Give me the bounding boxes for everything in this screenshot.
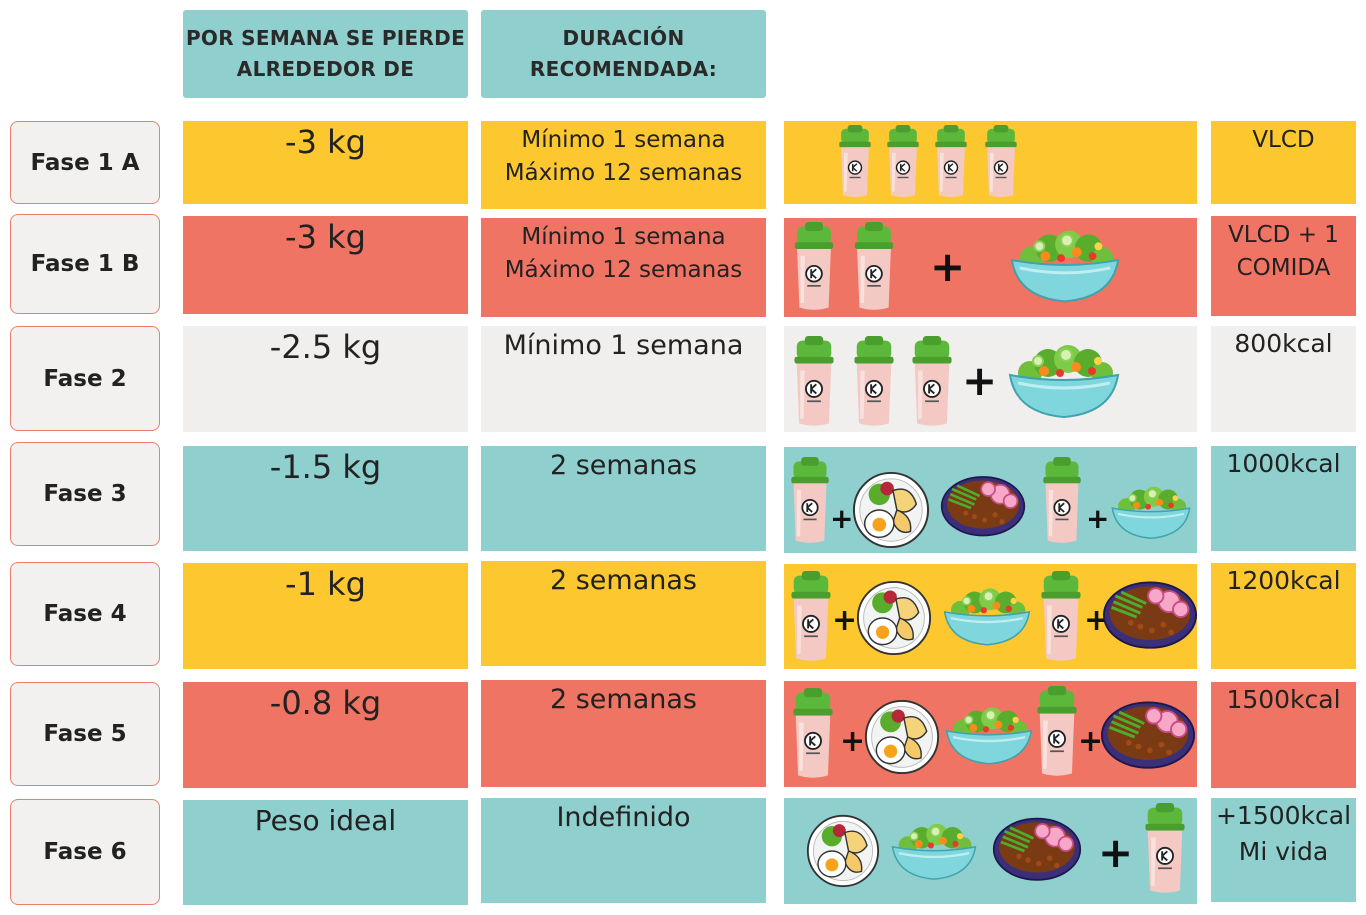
diet-line: VLCD <box>1252 127 1315 153</box>
weekly-loss-cell: -3 kg <box>183 216 468 314</box>
shake-icon <box>788 570 834 664</box>
diet-type-cell: 1000kcal <box>1211 446 1356 551</box>
duration-line: Mínimo 1 semana <box>521 127 726 153</box>
salad-bowl-icon <box>888 818 980 882</box>
diet-line: 1200kcal <box>1226 566 1341 595</box>
bean-bowl-icon <box>1100 699 1196 775</box>
diet-type-cell: VLCD <box>1211 121 1356 204</box>
phase-label: Fase 2 <box>10 326 160 431</box>
bean-bowl-icon <box>1102 580 1198 654</box>
weekly-loss-cell: -0.8 kg <box>183 682 468 788</box>
salad-bowl-icon <box>940 582 1034 648</box>
shake-icon <box>790 687 836 781</box>
weekly-loss-cell: -2.5 kg <box>183 326 468 432</box>
diet-icons-cell: + <box>784 798 1197 904</box>
shake-icon <box>1038 570 1084 664</box>
shake-icon <box>932 125 970 199</box>
header-loss-line-1: POR SEMANA SE PIERDE <box>185 26 466 50</box>
shake-icon <box>850 336 898 428</box>
diet-type-cell: +1500kcal Mi vida <box>1211 798 1356 902</box>
duration-line: Indefinido <box>556 802 691 833</box>
header-duration: DURACIÓN RECOMENDADA: <box>481 10 766 98</box>
duration-cell: Mínimo 1 semana <box>481 326 766 432</box>
diet-icons-cell: + <box>784 218 1197 317</box>
header-duration-line-2: RECOMENDADA: <box>529 57 718 81</box>
egg-plate-icon <box>806 814 880 888</box>
duration-cell: Mínimo 1 semana Máximo 12 semanas <box>481 121 766 209</box>
phase-label: Fase 4 <box>10 562 160 666</box>
plus-icon: + <box>832 603 858 638</box>
duration-cell: 2 semanas <box>481 446 766 551</box>
plus-icon: + <box>1078 724 1104 759</box>
plus-icon: + <box>840 724 866 759</box>
phase-label: Fase 6 <box>10 799 160 905</box>
shake-icon <box>850 222 898 312</box>
diet-line: Mi vida <box>1238 837 1329 866</box>
duration-line: 2 semanas <box>549 565 697 596</box>
salad-bowl-icon <box>942 701 1036 767</box>
weekly-loss-cell: Peso ideal <box>183 800 468 905</box>
duration-line: Mínimo 1 semana <box>503 330 744 361</box>
weekly-loss-cell: -1 kg <box>183 563 468 669</box>
egg-plate-icon <box>864 699 940 775</box>
duration-line: Mínimo 1 semana <box>521 224 726 250</box>
shake-icon <box>1034 685 1080 779</box>
shake-icon <box>1142 802 1188 896</box>
diet-line: 1500kcal <box>1226 685 1341 714</box>
salad-bowl-icon <box>1108 481 1194 541</box>
diet-icons-cell: + + <box>784 447 1197 553</box>
phase-label: Fase 1 B <box>10 214 160 314</box>
bean-bowl-icon <box>940 475 1026 541</box>
duration-line: Máximo 12 semanas <box>504 257 743 283</box>
duration-cell: 2 semanas <box>481 680 766 787</box>
diet-icons-cell <box>784 121 1197 204</box>
diet-icons-cell: + + <box>784 681 1197 787</box>
phase-label: Fase 5 <box>10 682 160 786</box>
duration-cell: 2 semanas <box>481 561 766 666</box>
shake-icon <box>788 455 832 547</box>
bean-bowl-icon <box>992 816 1082 886</box>
diet-icons-cell: + <box>784 326 1197 432</box>
shake-icon <box>982 125 1020 199</box>
duration-line: Máximo 12 semanas <box>504 160 743 186</box>
shake-icon <box>790 336 838 428</box>
plus-icon: + <box>1098 828 1134 877</box>
plus-icon: + <box>962 356 998 405</box>
egg-plate-icon <box>856 580 932 656</box>
plus-icon: + <box>930 242 966 291</box>
shake-icon <box>836 125 874 199</box>
diet-line: 1000kcal <box>1226 449 1341 478</box>
header-loss: POR SEMANA SE PIERDE ALREDEDOR DE <box>183 10 468 98</box>
weekly-loss-text: Peso ideal <box>254 804 397 837</box>
shake-icon <box>908 336 956 428</box>
diet-type-cell: 1200kcal <box>1211 563 1356 669</box>
duration-cell: Mínimo 1 semana Máximo 12 semanas <box>481 218 766 317</box>
salad-bowl-icon <box>1006 224 1124 304</box>
plus-icon: + <box>1086 502 1110 535</box>
phase-label: Fase 3 <box>10 442 160 546</box>
diet-type-cell: 1500kcal <box>1211 682 1356 788</box>
diet-line: VLCD + 1 <box>1228 222 1339 248</box>
diet-type-cell: 800kcal <box>1211 326 1356 432</box>
diet-line: 800kcal <box>1234 329 1333 358</box>
diet-line: +1500kcal <box>1215 801 1352 830</box>
diet-line: COMIDA <box>1236 255 1331 281</box>
shake-icon <box>1040 455 1084 547</box>
weekly-loss-cell: -1.5 kg <box>183 446 468 551</box>
weekly-loss-cell: -3 kg <box>183 121 468 204</box>
egg-plate-icon <box>852 471 930 549</box>
duration-line: 2 semanas <box>549 450 697 481</box>
shake-icon <box>790 222 838 312</box>
duration-line: 2 semanas <box>549 684 697 715</box>
phase-label: Fase 1 A <box>10 121 160 204</box>
duration-cell: Indefinido <box>481 798 766 903</box>
shake-icon <box>884 125 922 199</box>
diet-icons-cell: + + <box>784 564 1197 669</box>
header-loss-line-2: ALREDEDOR DE <box>236 57 415 81</box>
plus-icon: + <box>830 502 854 535</box>
diet-type-cell: VLCD + 1 COMIDA <box>1211 216 1356 316</box>
header-duration-line-1: DURACIÓN <box>562 26 685 50</box>
salad-bowl-icon <box>1004 338 1124 420</box>
